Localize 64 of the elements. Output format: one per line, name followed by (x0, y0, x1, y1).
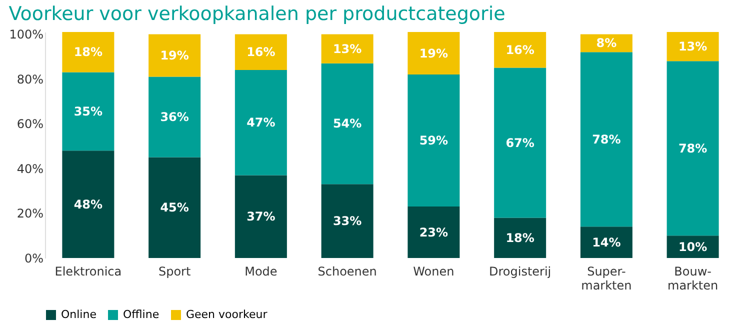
x-tick-label: Drogisterij (488, 264, 552, 278)
bar (408, 32, 460, 75)
data-label: 45% (160, 200, 189, 215)
bar (234, 34, 287, 70)
x-tick-label: Bouw- markten (668, 264, 718, 292)
data-label: 19% (160, 48, 189, 62)
data-label: 23% (419, 225, 448, 240)
bar (148, 34, 201, 77)
data-label: 33% (332, 214, 362, 228)
data-label: 19% (419, 46, 448, 60)
y-tick-label: 80% (16, 72, 44, 86)
bar (666, 32, 719, 62)
y-tick-label: 60% (16, 117, 44, 132)
x-tick-label: Wonen (413, 264, 454, 278)
data-label: 8% (596, 36, 617, 50)
bar (408, 74, 460, 207)
data-label: 67% (506, 136, 534, 150)
bar (62, 72, 114, 151)
data-label: 78% (678, 141, 708, 156)
x-tick-label: Sport (158, 264, 191, 278)
bar (494, 32, 546, 68)
data-label: 10% (678, 240, 708, 254)
data-label: 59% (419, 134, 448, 148)
bar (234, 175, 287, 258)
bar (321, 63, 374, 184)
data-label: 35% (74, 104, 103, 118)
bar (494, 218, 546, 258)
x-tick-label: Mode (244, 264, 278, 278)
y-tick-label: 40% (16, 162, 44, 176)
data-label: 54% (332, 116, 362, 131)
data-label: 47% (246, 116, 276, 130)
bar (494, 68, 546, 218)
y-tick-label: 20% (16, 206, 44, 221)
legend-label: Online (61, 308, 97, 321)
data-label: 16% (246, 45, 276, 60)
x-tick-label: Super- markten (581, 264, 632, 292)
bar (62, 150, 114, 258)
data-label: 78% (592, 132, 621, 146)
bar (62, 32, 114, 72)
y-tick-label: 100% (9, 28, 44, 42)
x-tick-label: Elektronica (54, 264, 122, 278)
bar (666, 61, 719, 236)
data-label: 37% (246, 210, 276, 224)
x-tick-label: Schoenen (318, 264, 377, 278)
bar (148, 76, 201, 158)
chart-title: Voorkeur voor verkoopkanalen per productcategorie (8, 3, 506, 26)
bar (321, 34, 374, 64)
bar (321, 184, 374, 258)
legend-label: Geen voorkeur (186, 308, 268, 321)
data-label: 16% (506, 42, 534, 57)
data-label: 14% (592, 235, 621, 250)
bar (580, 52, 632, 227)
data-label: 36% (160, 110, 189, 124)
bar (580, 226, 632, 258)
data-label: 18% (74, 45, 103, 60)
data-label: 13% (678, 40, 708, 54)
data-label: 13% (332, 42, 362, 56)
data-label: 18% (506, 230, 534, 245)
bar (234, 70, 287, 176)
legend-label: Offline (123, 308, 160, 321)
bar (148, 157, 201, 258)
bar (408, 206, 460, 258)
data-label: 48% (74, 197, 103, 212)
y-tick-label: 0% (24, 252, 44, 266)
